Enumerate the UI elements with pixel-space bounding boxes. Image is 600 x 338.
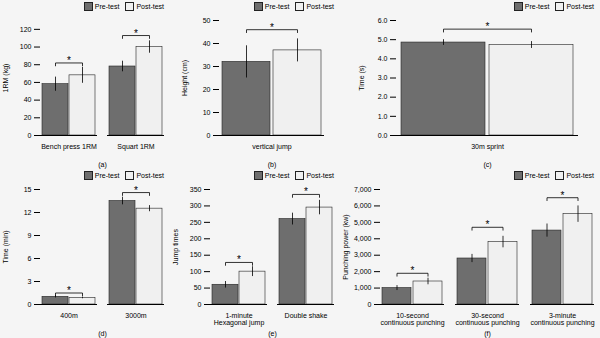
- svg-text:(d): (d): [98, 330, 107, 338]
- html-text:Post-test: Post-test: [566, 2, 594, 10]
- svg-text:*: *: [134, 28, 138, 39]
- svg-text:0: 0: [368, 301, 372, 308]
- svg-text:20: 20: [203, 86, 211, 93]
- svg-text:10: 10: [203, 109, 211, 116]
- svg-text:150: 150: [190, 251, 202, 258]
- svg-text:40: 40: [203, 40, 211, 47]
- svg-text:60: 60: [24, 79, 32, 86]
- svg-text:80: 80: [24, 61, 32, 68]
- svg-text:20: 20: [24, 114, 32, 121]
- svg-text:12: 12: [24, 209, 32, 216]
- svg-text:*: *: [67, 55, 71, 66]
- svg-text:Squart 1RM: Squart 1RM: [117, 143, 155, 151]
- html-text:Pre-test: Pre-test: [524, 171, 550, 179]
- svg-text:0: 0: [198, 301, 202, 308]
- svg-text:3: 3: [28, 278, 32, 285]
- svg-text:(e): (e): [268, 330, 277, 338]
- svg-text:5,000: 5,000: [354, 219, 372, 226]
- svg-text:2,000: 2,000: [354, 268, 372, 275]
- svg-text:9: 9: [28, 232, 32, 239]
- svg-text:4,000: 4,000: [354, 235, 372, 242]
- html-text:Pre-test: Pre-test: [264, 2, 290, 10]
- svg-text:100: 100: [190, 268, 202, 275]
- svg-text:*: *: [411, 265, 415, 276]
- svg-text:3-minutecontinuous punching: 3-minutecontinuous punching: [530, 312, 594, 327]
- svg-text:3,000: 3,000: [354, 251, 372, 258]
- svg-text:3000m: 3000m: [125, 312, 147, 319]
- svg-text:30-secondcontinuous punching: 30-secondcontinuous punching: [455, 312, 519, 327]
- html-text:Pre-test: Pre-test: [94, 2, 120, 10]
- html-text:Post-test: Post-test: [306, 2, 334, 10]
- svg-text:200: 200: [190, 235, 202, 242]
- svg-text:400m: 400m: [60, 312, 78, 319]
- svg-text:6,000: 6,000: [354, 202, 372, 209]
- html-text:Post-test: Post-test: [136, 171, 164, 179]
- svg-text:*: *: [270, 22, 274, 33]
- svg-text:0: 0: [207, 132, 211, 139]
- svg-text:350: 350: [190, 186, 202, 193]
- svg-text:(c): (c): [483, 161, 491, 169]
- svg-text:250: 250: [190, 219, 202, 226]
- svg-text:15: 15: [24, 186, 32, 193]
- svg-text:1.0: 1.0: [378, 113, 388, 120]
- svg-text:*: *: [67, 285, 71, 296]
- svg-text:100: 100: [20, 43, 32, 50]
- svg-text:Time (s): Time (s): [358, 65, 366, 90]
- svg-text:Double shake: Double shake: [285, 312, 328, 319]
- svg-text:*: *: [134, 185, 138, 196]
- svg-text:40: 40: [24, 96, 32, 103]
- svg-text:*: *: [561, 190, 565, 201]
- svg-text:1RM (kg): 1RM (kg): [2, 64, 10, 93]
- svg-text:5.0: 5.0: [378, 36, 388, 43]
- html-text:Pre-test: Pre-test: [524, 2, 550, 10]
- svg-text:Time (min): Time (min): [2, 230, 10, 263]
- svg-text:0: 0: [28, 301, 32, 308]
- svg-text:(b): (b): [268, 161, 277, 169]
- svg-text:Punching power (kw): Punching power (kw): [342, 214, 350, 279]
- svg-text:Bench press 1RM: Bench press 1RM: [41, 143, 97, 151]
- html-text:Pre-test: Pre-test: [94, 171, 120, 179]
- svg-text:50: 50: [194, 284, 202, 291]
- svg-text:300: 300: [190, 202, 202, 209]
- svg-text:(f): (f): [484, 330, 491, 338]
- svg-text:7,000: 7,000: [354, 186, 372, 193]
- svg-text:(a): (a): [98, 161, 107, 169]
- svg-text:*: *: [486, 219, 490, 230]
- html-text:Pre-test: Pre-test: [264, 171, 290, 179]
- svg-text:4.0: 4.0: [378, 55, 388, 62]
- svg-text:50: 50: [203, 17, 211, 24]
- svg-text:1-minuteHexagonal jump: 1-minuteHexagonal jump: [214, 312, 265, 327]
- svg-text:6.0: 6.0: [378, 17, 388, 24]
- svg-text:120: 120: [20, 26, 32, 33]
- svg-text:3.0: 3.0: [378, 74, 388, 81]
- svg-text:0.0: 0.0: [378, 132, 388, 139]
- svg-text:30m sprint: 30m sprint: [471, 143, 504, 151]
- svg-text:6: 6: [28, 255, 32, 262]
- svg-text:*: *: [486, 21, 490, 32]
- svg-text:1,000: 1,000: [354, 284, 372, 291]
- svg-text:2.0: 2.0: [378, 93, 388, 100]
- svg-text:30: 30: [203, 63, 211, 70]
- svg-text:vertical jump: vertical jump: [252, 143, 291, 151]
- svg-text:*: *: [237, 254, 241, 265]
- svg-text:Height (cm): Height (cm): [181, 60, 189, 96]
- svg-text:*: *: [304, 186, 308, 197]
- html-text:Post-test: Post-test: [136, 2, 164, 10]
- svg-text:Jump times: Jump times: [172, 229, 180, 265]
- svg-text:0: 0: [28, 132, 32, 139]
- html-text:Post-test: Post-test: [306, 171, 334, 179]
- svg-text:10-secondcontinuous punching: 10-secondcontinuous punching: [380, 312, 444, 327]
- html-text:Post-test: Post-test: [566, 171, 594, 179]
